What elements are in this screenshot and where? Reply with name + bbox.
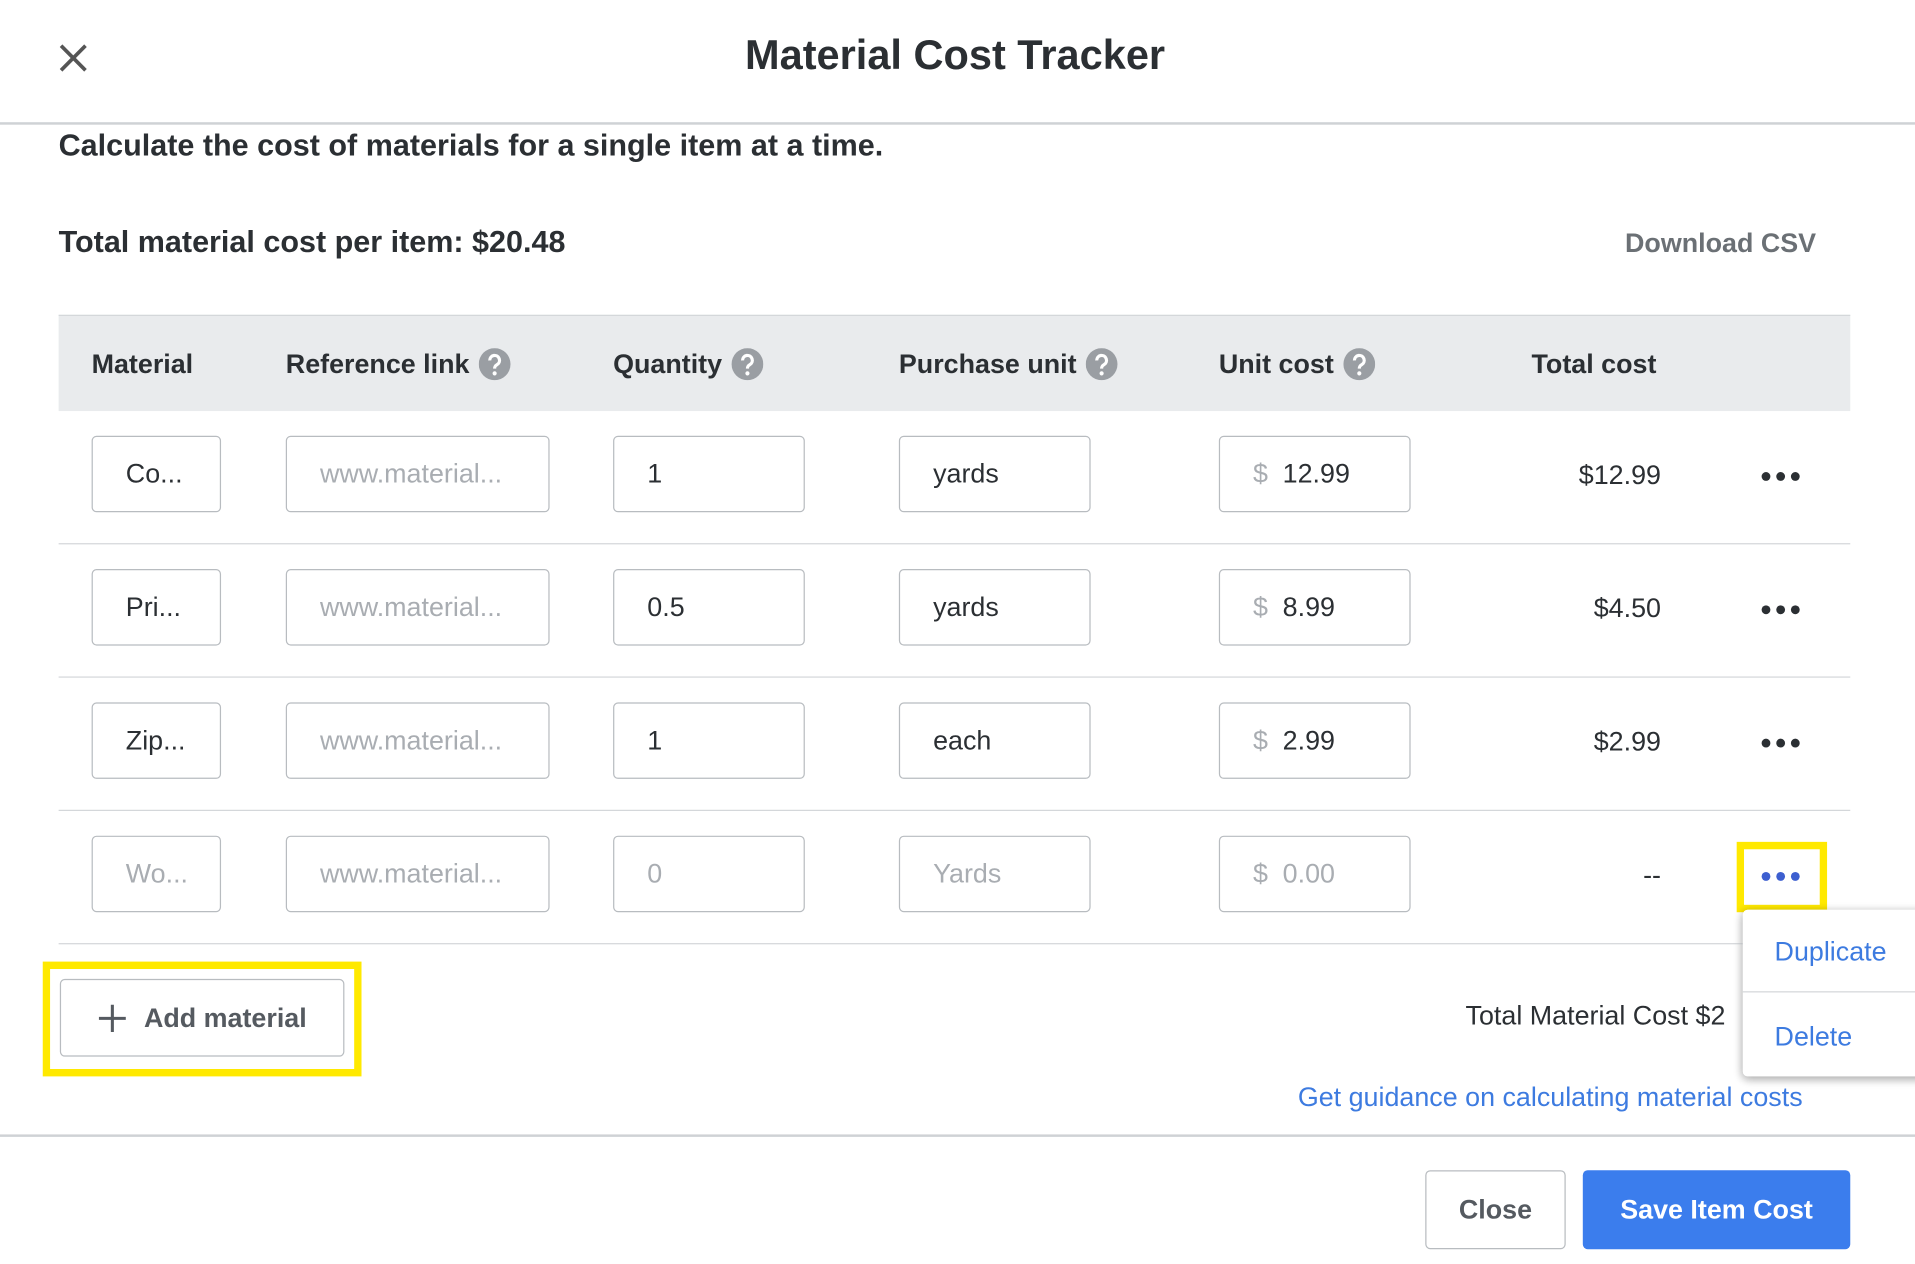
divider xyxy=(0,122,1915,125)
input-unit[interactable]: each xyxy=(898,702,1091,779)
total-label: Total material cost per item: $20.48 xyxy=(58,224,566,260)
currency-symbol: $ xyxy=(1253,591,1269,623)
column-header: Unit cost xyxy=(1218,348,1376,381)
input-value: 8.99 xyxy=(1282,591,1335,623)
input-quantity[interactable]: 0 xyxy=(613,835,805,913)
button-label: Add material xyxy=(143,1001,307,1033)
input-value: 1 xyxy=(647,724,663,756)
more-menu[interactable] xyxy=(1761,737,1800,749)
more-menu[interactable] xyxy=(1761,604,1800,616)
table-header xyxy=(58,314,1851,412)
row-total: -- xyxy=(1643,859,1661,891)
input-unit[interactable]: yards xyxy=(898,435,1091,513)
highlight xyxy=(1736,841,1828,913)
input-value: Zip... xyxy=(125,724,186,756)
input-material[interactable]: Co... xyxy=(91,435,222,513)
column-label: Total cost xyxy=(1531,348,1657,379)
guidance-link[interactable]: Get guidance on calculating material cos… xyxy=(1297,1081,1803,1113)
input-value: 1 xyxy=(647,457,663,489)
description: Calculate the cost of materials for a si… xyxy=(58,128,884,163)
add-material-button[interactable]: Add material xyxy=(59,978,345,1057)
input-quantity[interactable]: 1 xyxy=(613,702,805,779)
divider xyxy=(1742,991,1915,993)
plus-icon xyxy=(98,1004,126,1032)
close-icon[interactable] xyxy=(59,43,88,73)
input-value: Co... xyxy=(125,457,183,489)
title: Material Cost Tracker xyxy=(745,32,1166,80)
currency-symbol: $ xyxy=(1253,457,1269,489)
input-link[interactable]: www.material... xyxy=(285,569,550,646)
context-menu-cover: Duplicate Delete xyxy=(1742,909,1915,1077)
column-header: Purchase unit xyxy=(898,348,1119,381)
input-value: yards xyxy=(933,591,999,623)
input-cost[interactable]: $8.99 xyxy=(1218,569,1411,646)
total-material-cost: Total Material Cost $2 xyxy=(1465,999,1726,1031)
input-value: 0 xyxy=(647,857,663,889)
input-value: www.material... xyxy=(319,724,503,756)
help-icon[interactable] xyxy=(731,348,764,381)
row-total: $12.99 xyxy=(1578,459,1661,491)
currency-symbol: $ xyxy=(1253,857,1269,889)
row-divider xyxy=(58,543,1851,545)
column-label: Material xyxy=(91,348,194,379)
row-total: $2.99 xyxy=(1593,725,1661,757)
more-menu[interactable] xyxy=(1761,470,1800,482)
input-link[interactable]: www.material... xyxy=(285,435,550,513)
row-divider xyxy=(58,676,1851,678)
input-value: 2.99 xyxy=(1282,724,1335,756)
column-header: Total cost xyxy=(1532,348,1657,380)
help-icon[interactable] xyxy=(1343,348,1376,381)
divider xyxy=(0,1134,1915,1137)
input-value: Wo... xyxy=(125,857,189,889)
input-material[interactable]: Zip... xyxy=(91,702,222,779)
save-button[interactable]: Save Item Cost xyxy=(1582,1170,1851,1250)
input-cost[interactable]: $12.99 xyxy=(1218,435,1411,513)
menu-item[interactable]: Delete xyxy=(1774,1020,1853,1052)
row-total: $4.50 xyxy=(1593,592,1661,624)
download-csv[interactable]: Download CSV xyxy=(1624,227,1817,258)
input-material[interactable]: Wo... xyxy=(91,835,222,913)
input-value: 0.00 xyxy=(1282,857,1335,889)
highlight xyxy=(42,961,362,1077)
help-icon[interactable] xyxy=(1086,348,1119,381)
column-label: Quantity xyxy=(613,348,723,379)
input-cost[interactable]: $2.99 xyxy=(1218,702,1411,779)
help-icon[interactable] xyxy=(479,348,511,381)
input-value: each xyxy=(933,724,992,756)
input-value: Yards xyxy=(933,857,1002,889)
column-label: Purchase unit xyxy=(898,348,1077,379)
column-header: Material xyxy=(92,348,194,380)
row-divider xyxy=(58,809,1851,812)
input-link[interactable]: www.material... xyxy=(285,702,550,779)
input-quantity[interactable]: 1 xyxy=(613,435,805,513)
input-quantity[interactable]: 0.5 xyxy=(613,569,805,646)
input-material[interactable]: Pri... xyxy=(91,569,222,646)
input-value: 12.99 xyxy=(1282,457,1350,489)
input-value: Pri... xyxy=(125,591,182,623)
close-button[interactable]: Close xyxy=(1425,1170,1566,1250)
menu-item[interactable]: Duplicate xyxy=(1774,935,1887,967)
input-value: 0.5 xyxy=(647,591,685,623)
input-value: yards xyxy=(933,457,999,489)
input-value: www.material... xyxy=(319,457,503,489)
column-header: Quantity xyxy=(613,348,764,381)
input-cost[interactable]: $0.00 xyxy=(1218,835,1411,913)
input-value: www.material... xyxy=(319,591,503,623)
row-divider xyxy=(58,943,1851,945)
more-menu[interactable] xyxy=(1761,870,1800,882)
column-label: Unit cost xyxy=(1218,348,1334,379)
input-value: www.material... xyxy=(319,857,503,889)
column-header: Reference link xyxy=(285,348,511,381)
column-label: Reference link xyxy=(285,348,470,379)
input-unit[interactable]: yards xyxy=(898,569,1091,646)
currency-symbol: $ xyxy=(1253,724,1269,756)
input-link[interactable]: www.material... xyxy=(285,835,550,913)
input-unit[interactable]: Yards xyxy=(898,835,1091,913)
